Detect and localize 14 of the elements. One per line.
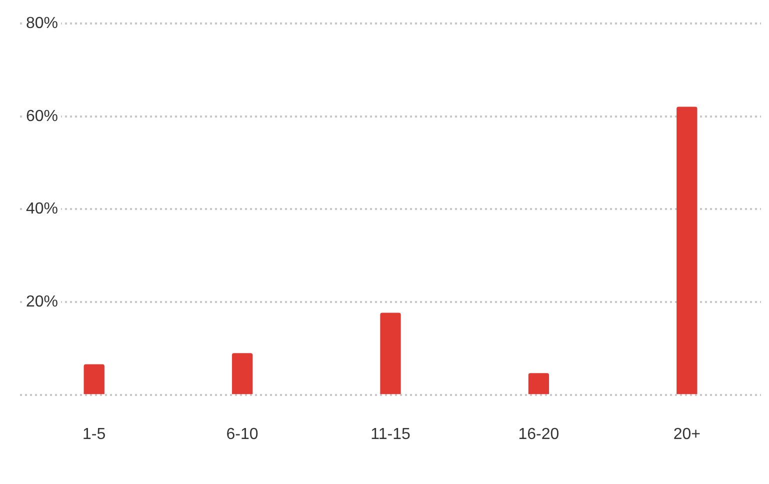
bar [84,364,104,394]
bar [232,353,253,394]
x-tick-label: 11-15 [370,426,410,443]
x-tick-label: 16-20 [518,426,560,443]
y-tick-label: 60% [26,108,58,125]
bar [528,373,550,394]
x-tick-label: 20+ [673,426,700,443]
x-tick-label: 6-10 [226,426,258,443]
bar [676,106,698,394]
x-tick-label: 1-5 [82,426,106,443]
y-tick-label: 80% [26,15,58,32]
bar [380,312,401,394]
y-tick-label: 20% [26,293,58,310]
y-tick-label: 40% [26,200,58,218]
